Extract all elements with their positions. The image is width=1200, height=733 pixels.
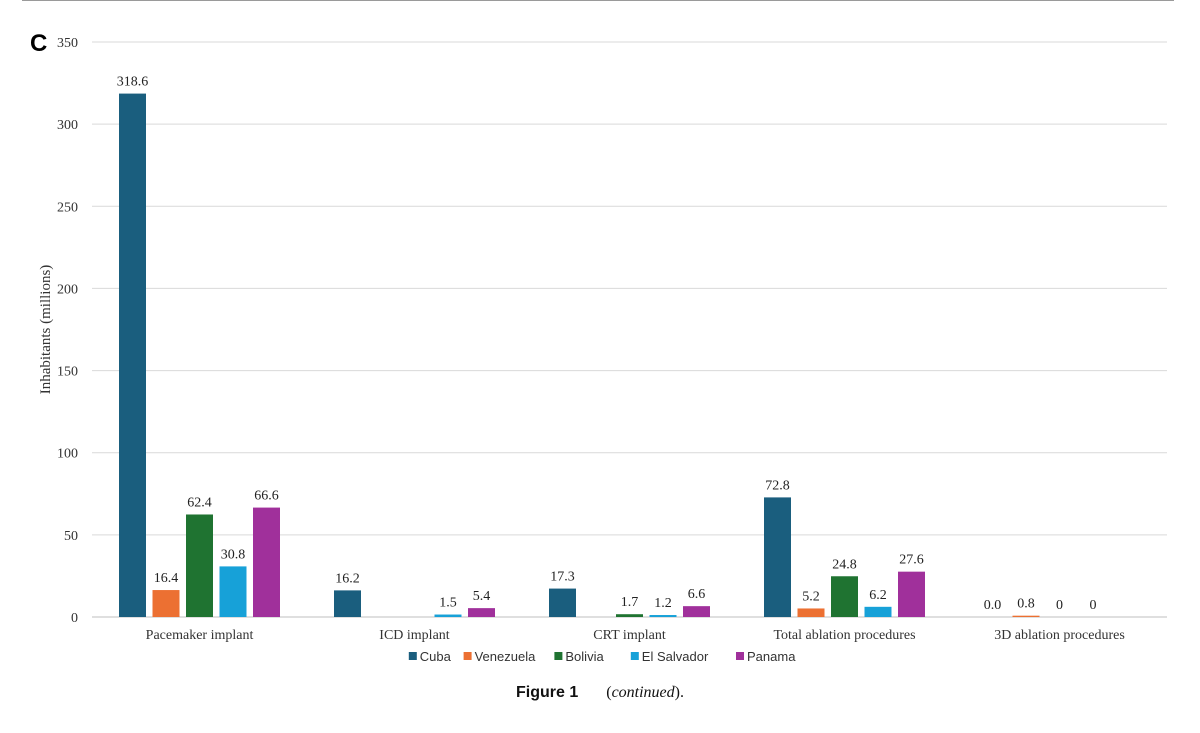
caption-note: continued	[611, 684, 675, 701]
caption-note-close: ).	[674, 684, 684, 701]
bar	[152, 590, 180, 617]
bar	[219, 566, 247, 617]
y-axis-title: Inhabitants (millions)	[38, 265, 54, 395]
data-label: 27.6	[899, 553, 924, 568]
data-label: 0.8	[1017, 597, 1035, 612]
data-label: 72.8	[765, 478, 790, 493]
legend-swatch	[408, 652, 417, 660]
panel-label: C	[30, 30, 48, 57]
bar	[253, 507, 280, 617]
data-label: 16.2	[335, 571, 360, 586]
bar	[764, 497, 791, 617]
y-tick-label: 200	[57, 282, 78, 297]
legend-label: Bolivia	[565, 649, 604, 664]
data-label: 17.3	[550, 570, 575, 585]
data-label: 1.5	[439, 596, 457, 611]
data-label: 24.8	[832, 557, 857, 572]
data-label: 6.6	[688, 587, 706, 602]
data-label: 318.6	[117, 75, 149, 90]
figure-label: Figure 1	[516, 684, 579, 701]
data-label: 6.2	[869, 588, 887, 603]
bar-chart: 0 50 100 150 200 250 300 350 Inhabitants (millio…	[38, 36, 1167, 664]
legend-label: El Salvador	[642, 649, 709, 664]
x-tick-label: CRT implant	[593, 628, 666, 643]
legend-swatch	[630, 652, 639, 660]
bar	[334, 590, 361, 617]
data-label: 1.7	[621, 595, 639, 610]
legend-label: Venezuela	[475, 649, 536, 664]
legend-label: Panama	[747, 649, 796, 664]
bar	[797, 608, 825, 617]
y-tick-label: 0	[71, 611, 78, 626]
x-tick-label: 3D ablation procedures	[994, 628, 1125, 643]
x-tick-label: ICD implant	[379, 628, 449, 643]
bar	[649, 615, 677, 617]
bar	[1012, 615, 1040, 617]
data-label: 66.6	[254, 489, 279, 504]
bar	[616, 614, 643, 617]
data-label: 5.4	[473, 589, 491, 604]
top-rule	[22, 0, 1174, 1]
y-tick-label: 50	[64, 529, 78, 544]
data-label: 0	[1090, 598, 1097, 613]
bar	[434, 614, 462, 617]
data-label: 0	[1056, 598, 1063, 613]
figure-caption: Figure 1 (continued).	[0, 684, 1200, 702]
y-tick-label: 250	[57, 200, 78, 215]
data-label: 5.2	[802, 589, 820, 604]
caption-note-open: (	[606, 684, 612, 701]
bar	[683, 606, 710, 617]
data-label: 16.4	[154, 571, 179, 586]
data-label: 62.4	[187, 495, 212, 510]
y-tick-label: 100	[57, 447, 78, 462]
data-label: 30.8	[221, 547, 246, 562]
bar	[898, 571, 925, 617]
y-tick-label: 350	[57, 36, 78, 51]
legend-swatch	[554, 652, 563, 660]
bar	[549, 588, 576, 617]
bar	[119, 93, 146, 618]
bar	[864, 606, 892, 617]
x-tick-label: Total ablation procedures	[773, 628, 915, 643]
data-label: 0.0	[984, 598, 1002, 613]
legend-swatch	[736, 652, 744, 660]
bar	[468, 608, 495, 617]
bar	[186, 514, 213, 617]
x-tick-label: Pacemaker implant	[146, 628, 254, 643]
y-tick-label: 150	[57, 365, 78, 380]
data-label: 1.2	[654, 596, 672, 611]
bar	[831, 576, 858, 617]
y-tick-label: 300	[57, 118, 78, 133]
legend-label: Cuba	[420, 649, 452, 664]
legend-swatch	[463, 652, 472, 660]
